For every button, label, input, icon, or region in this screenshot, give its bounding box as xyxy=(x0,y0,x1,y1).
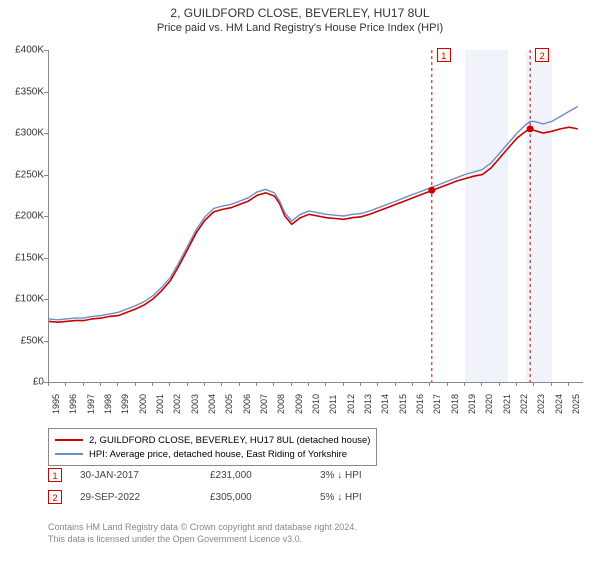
sale-diff: 3% ↓ HPI xyxy=(320,470,362,481)
xtick-label: 2018 xyxy=(450,394,460,414)
chart-subtitle: Price paid vs. HM Land Registry's House … xyxy=(0,22,600,34)
xtick-label: 2012 xyxy=(346,394,356,414)
xtick-label: 2016 xyxy=(415,394,425,414)
xtick-label: 2006 xyxy=(242,394,252,414)
legend-label: HPI: Average price, detached house, East… xyxy=(89,449,347,460)
series-hpi xyxy=(49,106,578,319)
sale-date: 29-SEP-2022 xyxy=(80,492,210,503)
chart-title: 2, GUILDFORD CLOSE, BEVERLEY, HU17 8UL xyxy=(0,6,600,20)
sale-diff: 5% ↓ HPI xyxy=(320,492,362,503)
sale-marker-icon: 1 xyxy=(48,468,62,482)
footer-line-2: This data is licensed under the Open Gov… xyxy=(48,534,357,546)
ytick-label: £400K xyxy=(4,45,44,56)
chart-legend: 2, GUILDFORD CLOSE, BEVERLEY, HU17 8UL (… xyxy=(48,428,377,466)
xtick-label: 2025 xyxy=(571,394,581,414)
xtick-label: 2009 xyxy=(294,394,304,414)
xtick-label: 1997 xyxy=(86,394,96,414)
ytick-label: £250K xyxy=(4,169,44,180)
ytick-label: £350K xyxy=(4,86,44,97)
xtick-label: 2003 xyxy=(190,394,200,414)
ytick-label: £150K xyxy=(4,252,44,263)
xtick-label: 2000 xyxy=(138,394,148,414)
chart-marker-1: 1 xyxy=(437,48,451,62)
chart-marker-2: 2 xyxy=(535,48,549,62)
xtick-label: 2007 xyxy=(259,394,269,414)
ytick-label: £100K xyxy=(4,294,44,305)
legend-item-hpi: HPI: Average price, detached house, East… xyxy=(55,447,370,461)
xtick-label: 2008 xyxy=(276,394,286,414)
ytick-label: £0 xyxy=(4,377,44,388)
xtick-label: 2017 xyxy=(432,394,442,414)
legend-swatch xyxy=(55,453,83,455)
xtick-label: 2011 xyxy=(328,395,338,414)
xtick-label: 1996 xyxy=(68,394,78,414)
chart-svg xyxy=(49,50,583,382)
xtick-label: 1995 xyxy=(51,394,61,414)
legend-item-property: 2, GUILDFORD CLOSE, BEVERLEY, HU17 8UL (… xyxy=(55,433,370,447)
legend-label: 2, GUILDFORD CLOSE, BEVERLEY, HU17 8UL (… xyxy=(89,435,370,446)
xtick-label: 2019 xyxy=(467,394,477,414)
xtick-label: 2013 xyxy=(363,394,373,414)
xtick-label: 2001 xyxy=(155,394,165,414)
xtick-label: 2024 xyxy=(554,394,564,414)
xtick-label: 1998 xyxy=(103,394,113,414)
xtick-label: 1999 xyxy=(120,394,130,414)
footer-text: Contains HM Land Registry data © Crown c… xyxy=(48,522,357,545)
xtick-label: 2004 xyxy=(207,394,217,414)
xtick-label: 2021 xyxy=(502,394,512,414)
sale-row-1: 1 30-JAN-2017£231,0003% ↓ HPI xyxy=(48,468,600,482)
xtick-label: 2023 xyxy=(536,394,546,414)
series-property xyxy=(49,127,578,322)
sale-marker-icon: 2 xyxy=(48,490,62,504)
ytick-label: £50K xyxy=(4,335,44,346)
xtick-label: 2014 xyxy=(380,394,390,414)
legend-swatch xyxy=(55,439,83,441)
xtick-label: 2020 xyxy=(484,394,494,414)
ytick-label: £300K xyxy=(4,128,44,139)
xtick-label: 2010 xyxy=(311,394,321,414)
xtick-label: 2002 xyxy=(172,394,182,414)
footer-line-1: Contains HM Land Registry data © Crown c… xyxy=(48,522,357,534)
sale-price: £231,000 xyxy=(210,470,320,481)
ytick-label: £200K xyxy=(4,211,44,222)
xtick-label: 2022 xyxy=(519,394,529,414)
sale-price: £305,000 xyxy=(210,492,320,503)
chart-plot-area xyxy=(48,50,583,383)
sale-date: 30-JAN-2017 xyxy=(80,470,210,481)
sale-row-2: 2 29-SEP-2022£305,0005% ↓ HPI xyxy=(48,490,600,504)
xtick-label: 2015 xyxy=(398,394,408,414)
xtick-label: 2005 xyxy=(224,394,234,414)
